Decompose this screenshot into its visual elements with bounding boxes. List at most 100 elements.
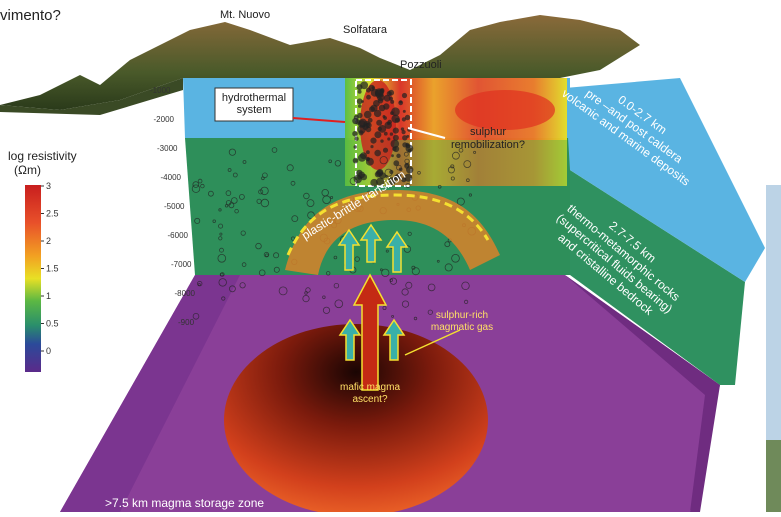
event [382,115,386,119]
event [365,150,370,155]
depth-label: -3000 [157,144,178,153]
event [240,230,246,236]
event [383,131,388,136]
colorbar-tick-label: 3 [46,181,51,191]
storage-label: >7.5 km magma storage zone [105,496,264,510]
event [228,148,236,156]
colorbar-tick-label: 2.5 [46,209,59,219]
event [358,118,367,127]
event [303,192,310,200]
event [227,168,232,172]
event [391,114,400,123]
event [468,193,472,197]
event [384,168,393,177]
event [363,110,372,119]
event [370,145,374,149]
event [380,139,384,143]
magma-arrow [352,273,388,391]
event [354,136,359,141]
event [383,94,391,102]
event [390,99,395,104]
event [305,287,311,293]
event [262,172,268,179]
event [357,89,362,94]
selection-box [355,79,412,187]
legend-title: log resistivity (Ωm) [8,149,77,177]
event [322,306,331,314]
event [356,98,363,105]
event [376,119,383,126]
event [360,173,368,181]
depth-label: -1000 [150,86,171,95]
event [352,157,359,164]
event [396,153,401,158]
event [278,286,288,296]
event [444,241,451,248]
event [221,296,226,301]
event [286,164,294,172]
event [265,253,269,258]
event [212,219,216,223]
event [393,160,400,167]
event [352,130,358,137]
event [387,137,391,141]
event [389,277,397,285]
peak-label: Solfatara [343,24,388,36]
event [322,295,326,299]
event [387,119,393,125]
event [231,197,238,204]
event [385,249,389,253]
topography-front [0,78,183,115]
event [239,282,246,289]
event [334,160,342,167]
colorbar-tick-label: 1 [46,291,51,301]
event [290,180,296,186]
event [367,117,373,123]
storage-edge [60,275,240,512]
event [353,145,357,149]
event [404,163,410,169]
event [451,253,460,263]
event [406,134,410,138]
event [401,92,408,99]
colorbar [25,185,41,372]
event [197,178,203,184]
event [461,281,470,290]
event [374,131,382,139]
transition-line [286,193,490,256]
event [402,135,408,141]
depth-axis: -1000 -2000 -3000 -4000 -5000 -6000 -7000 -8000… [150,86,196,327]
sulphur-pointer [407,127,446,139]
event [406,166,414,174]
event [382,147,389,153]
depth-label: -4000 [161,173,182,182]
event [220,272,225,277]
event [401,300,410,308]
event [225,200,232,206]
colorbar-tick-label: 1.5 [46,264,59,274]
event [458,148,464,153]
peak-label: Mt. Nuovo [220,9,270,21]
event [328,159,333,164]
event [374,88,384,97]
event [382,305,387,310]
gas-label: sulphur-rich magmatic gas [431,310,493,333]
deposits-side [565,78,765,282]
event [390,139,400,149]
event [322,195,331,205]
callout-text: hydrothermal system [222,92,286,116]
event [401,177,407,183]
event [463,160,472,169]
event [377,97,384,104]
callout-box [214,87,294,122]
event [360,81,369,90]
event [192,312,200,320]
event [447,166,455,174]
depth-label: -2000 [154,115,175,124]
event [381,268,390,277]
event [401,130,406,135]
event [444,263,453,272]
event [370,178,378,187]
event [403,151,409,157]
